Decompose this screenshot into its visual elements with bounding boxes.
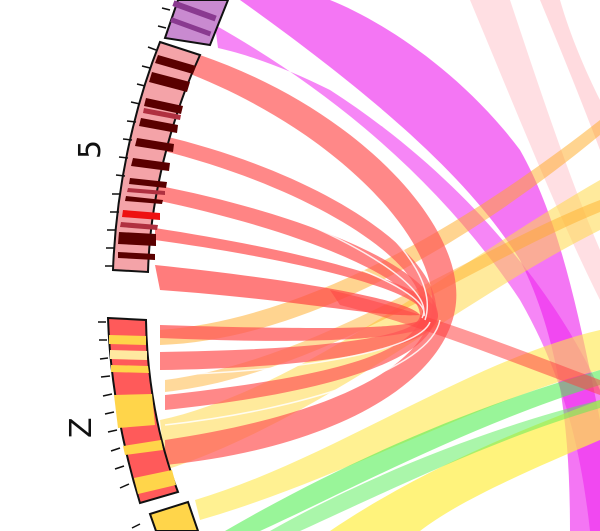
link-green-1 — [225, 370, 600, 531]
link-yellow-3 — [330, 400, 600, 531]
segment-5-bands-red — [122, 210, 160, 220]
link-yellow-1 — [160, 180, 600, 470]
segment-5-ticks — [105, 46, 157, 267]
link-red-3 — [155, 185, 439, 370]
segment-next-arc — [148, 500, 200, 531]
segment-5-bands-mid — [120, 108, 181, 230]
link-red-2 — [160, 135, 437, 410]
segment-5-bands — [118, 55, 196, 260]
segment-Z-bands-light — [110, 350, 147, 360]
link-green-2 — [270, 400, 600, 531]
segment-Z-bands — [109, 335, 176, 494]
segment-next-ticks — [131, 523, 141, 529]
segment-label-5: 5 — [73, 140, 108, 159]
segment-prev[interactable] — [163, 0, 230, 47]
segment-prev-ticks — [157, 7, 171, 29]
link-red-4 — [155, 228, 439, 341]
segment-5[interactable] — [111, 40, 202, 274]
link-red-1 — [165, 55, 457, 465]
segment-Z-ticks — [98, 321, 130, 489]
links-layer — [155, 0, 600, 531]
segments-layer: 5 Z — [64, 0, 230, 531]
segment-Z[interactable] — [106, 316, 180, 505]
segment-prev-arc — [163, 0, 230, 47]
link-pink-2 — [540, 0, 600, 150]
link-highlights — [159, 109, 441, 426]
link-magenta-2 — [215, 25, 600, 531]
link-red-6 — [330, 290, 600, 395]
segment-label-Z: Z — [64, 417, 99, 438]
segment-prev-band — [170, 17, 212, 37]
link-yellow-2 — [195, 330, 600, 520]
segment-prev-band — [172, 0, 217, 22]
segment-next[interactable] — [148, 500, 200, 531]
